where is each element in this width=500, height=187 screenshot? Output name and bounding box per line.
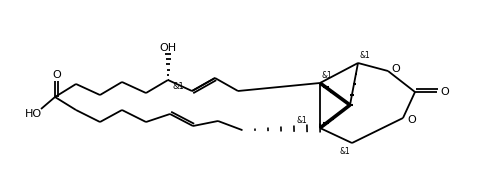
Text: OH: OH: [160, 43, 176, 53]
Text: &1: &1: [296, 116, 308, 125]
Text: O: O: [392, 64, 400, 74]
Text: O: O: [52, 70, 61, 80]
Text: &1: &1: [172, 82, 184, 91]
Text: &1: &1: [322, 70, 332, 79]
Text: HO: HO: [24, 109, 42, 119]
Text: O: O: [440, 87, 450, 97]
Text: &1: &1: [340, 148, 350, 157]
Text: &1: &1: [360, 50, 370, 59]
Text: O: O: [408, 115, 416, 125]
